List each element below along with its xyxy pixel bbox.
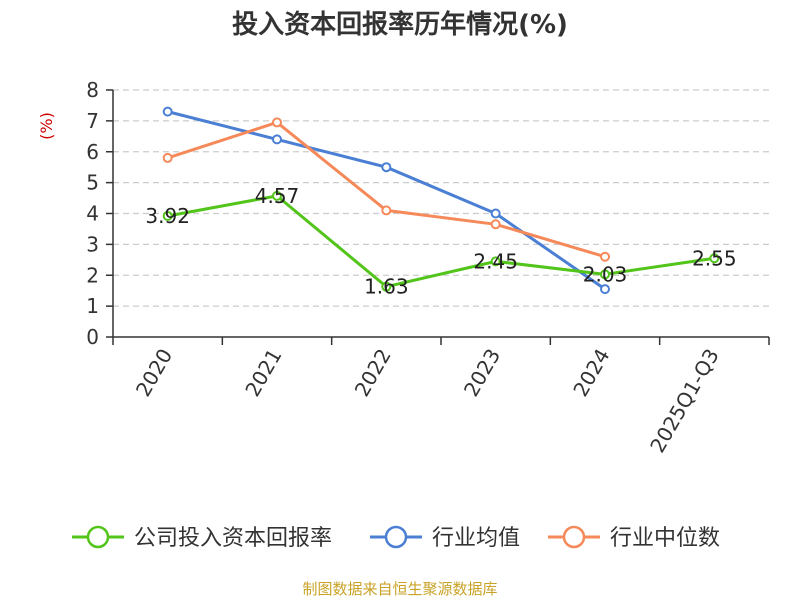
y-tick-label-0: 0: [86, 325, 99, 349]
legend-item-1[interactable]: 行业均值: [370, 525, 520, 551]
series-lines: [162, 106, 720, 295]
data-point-s1-2021: [272, 134, 282, 145]
legend-item-0[interactable]: 公司投入资本回报率: [72, 525, 332, 551]
source-note: 制图数据来自恒生聚源数据库: [302, 580, 498, 598]
y-tick-label-6: 6: [86, 140, 99, 164]
data-point-s0-2023: [490, 256, 501, 267]
y-tick-label-2: 2: [86, 263, 99, 287]
legend[interactable]: 公司投入资本回报率 行业均值 行业中位数: [72, 525, 720, 551]
data-label-2024: 2.03: [583, 262, 628, 286]
data-point-s0-2020: [162, 210, 173, 221]
y-tick-label-4: 4: [86, 202, 99, 226]
data-label-2022: 1.63: [364, 275, 409, 299]
data-labels: 3.92 4.57 1.63 2.45 2.03 2.55: [145, 184, 736, 299]
legend-swatch-marker-0: [86, 525, 110, 549]
series-line-1: [166, 110, 607, 291]
x-tick-label-2024: 2024: [568, 345, 614, 401]
data-point-s1-2024: [600, 284, 610, 295]
data-label-2025Q1-Q3: 2.55: [692, 246, 737, 270]
data-point-s0-2022: [381, 281, 392, 292]
x-tick-label-2022: 2022: [350, 345, 396, 401]
data-label-2023: 2.45: [473, 249, 518, 273]
data-point-s1-2022: [381, 162, 392, 173]
legend-label-0: 公司投入资本回报率: [134, 526, 332, 551]
y-tick-label-1: 1: [86, 294, 99, 318]
y-tick-label-5: 5: [86, 171, 99, 195]
y-tick-label-3: 3: [86, 232, 99, 256]
chart-title: 投入资本回报率历年情况(%): [232, 10, 568, 40]
data-point-s1-2023: [490, 208, 501, 219]
legend-label-2: 行业中位数: [610, 526, 720, 551]
x-tick-label-2025Q1-Q3: 2025Q1-Q3: [645, 345, 724, 457]
data-point-s2-2022: [381, 205, 392, 216]
series-line-2: [166, 120, 607, 259]
y-axis-unit-label: (%): [37, 112, 56, 140]
data-label-2021: 4.57: [255, 184, 300, 208]
data-point-s0-2024: [600, 269, 610, 280]
y-tick-label-8: 8: [86, 78, 99, 102]
series-line-0: [166, 194, 716, 289]
x-tick-label-2023: 2023: [459, 344, 505, 400]
y-tick-label-7: 7: [86, 109, 99, 133]
legend-item-2[interactable]: 行业中位数: [548, 525, 720, 551]
data-point-s2-2024: [600, 251, 610, 262]
legend-swatch-marker-1: [384, 525, 408, 549]
data-point-s2-2021: [272, 117, 282, 128]
data-point-s2-2023: [490, 219, 501, 230]
data-point-s0-2021: [272, 190, 282, 201]
data-point-s1-2020: [162, 106, 173, 117]
data-point-s0-2025Q1-Q3: [709, 253, 720, 264]
data-point-s2-2020: [162, 152, 173, 163]
x-tick-label-2020: 2020: [131, 345, 177, 401]
legend-label-1: 行业均值: [432, 526, 520, 551]
data-label-2020: 3.92: [145, 204, 190, 228]
x-tick-label-2021: 2021: [240, 345, 286, 401]
legend-swatch-marker-2: [562, 525, 586, 549]
